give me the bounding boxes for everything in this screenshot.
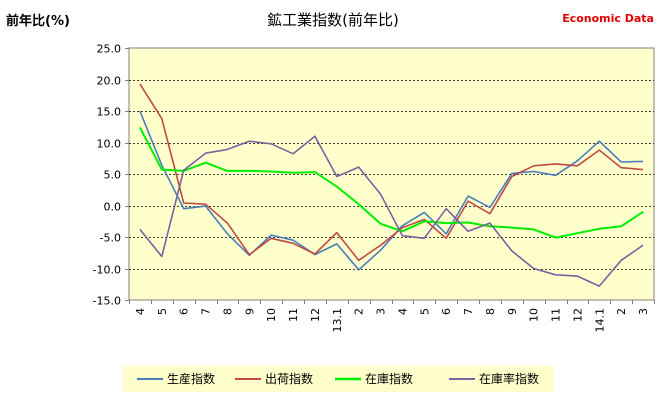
legend-label: 在庫率指数	[479, 371, 539, 386]
y-tick-label: -5.0	[100, 232, 121, 245]
y-tick-label: -10.0	[93, 264, 121, 277]
x-tick-label: 9	[243, 308, 256, 315]
x-tick-label: 7	[462, 308, 475, 315]
series-line-2	[139, 83, 644, 262]
x-tick-label: 9	[506, 308, 519, 315]
x-tick-label: 12	[571, 308, 584, 322]
x-tick-label: 6	[178, 308, 191, 315]
x-tick-label: 3	[375, 308, 388, 315]
y-tick-label: 15.0	[97, 106, 122, 119]
legend-label: 出荷指数	[265, 371, 313, 386]
chart-title: 鉱工業指数(前年比)	[267, 11, 399, 29]
brand-label: Economic Data	[562, 12, 654, 25]
x-tick-label: 4	[396, 308, 409, 315]
x-tick-label: 3	[637, 308, 650, 315]
x-tick-label: 10	[528, 308, 541, 322]
legend-label: 在庫指数	[365, 371, 413, 386]
y-tick-label: -15.0	[93, 295, 121, 308]
legend-label: 生産指数	[167, 371, 215, 386]
x-tick-label: 10	[265, 308, 278, 322]
x-tick-label: 7	[200, 308, 213, 315]
x-tick-label: 5	[418, 308, 431, 315]
y-tick-label: 5.0	[104, 169, 122, 182]
x-tick-label: 11	[287, 308, 300, 322]
y-tick-label: 10.0	[97, 138, 122, 151]
x-tick-label: 4	[134, 308, 147, 315]
x-tick-label: 2	[615, 308, 628, 315]
x-tick-label: 2	[353, 308, 366, 315]
x-tick-label: 6	[440, 308, 453, 315]
y-tick-label: 25.0	[97, 43, 122, 56]
series-line-4	[139, 135, 644, 287]
x-tick-label: 12	[309, 308, 322, 322]
x-tick-label: 13.1	[331, 308, 344, 333]
x-tick-label: 11	[550, 308, 563, 322]
x-tick-label: 14.1	[593, 308, 606, 333]
y-axis-label: 前年比(%)	[6, 14, 70, 29]
plot-area	[128, 47, 655, 301]
series-line-1	[139, 110, 644, 271]
x-tick-label: 8	[484, 308, 497, 315]
x-tick-label: 5	[156, 308, 169, 315]
x-tick-label: 8	[221, 308, 234, 315]
y-tick-label: 20.0	[97, 75, 122, 88]
y-tick-label: 0.0	[104, 201, 122, 214]
series-line-3	[139, 126, 644, 239]
